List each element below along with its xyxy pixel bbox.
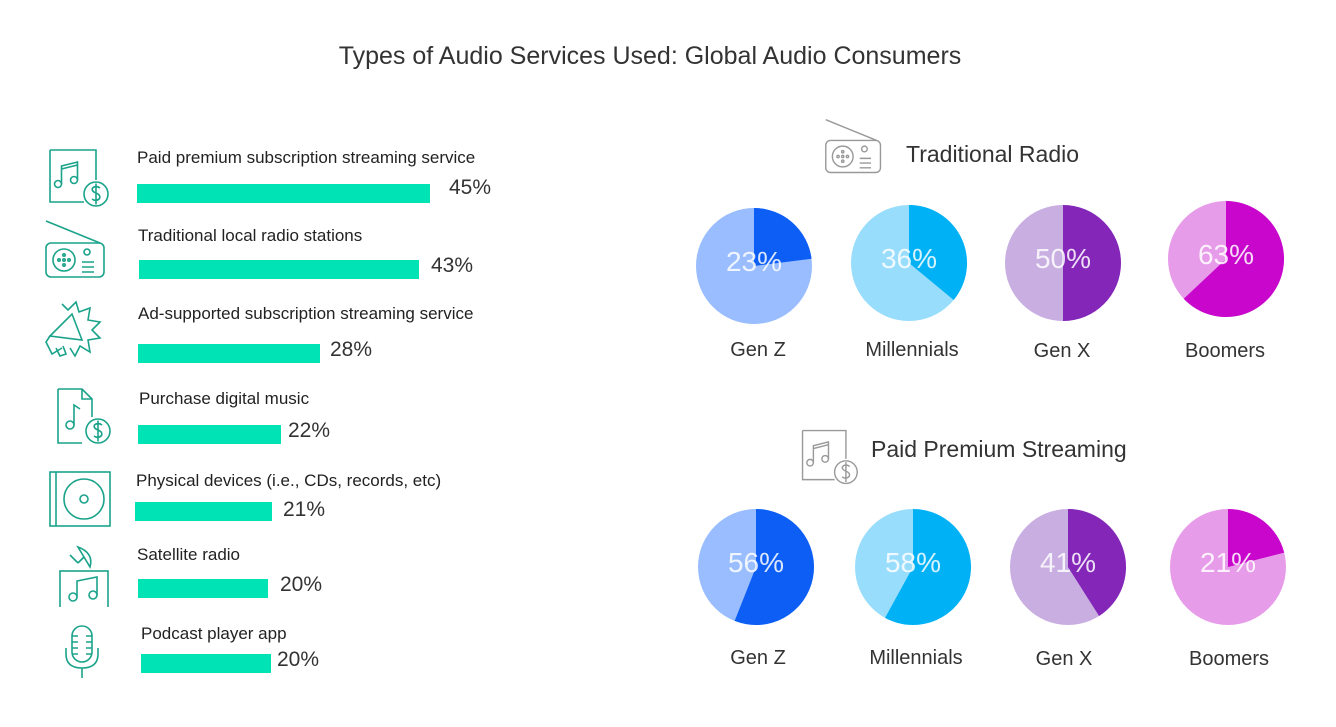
pie-value-slice xyxy=(734,509,814,625)
bar xyxy=(137,184,430,203)
bar-value-label: 45% xyxy=(449,176,492,199)
bar-value-label: 28% xyxy=(330,338,373,361)
bar-row: Traditional local radio stations 43% xyxy=(0,219,620,299)
music-file-dollar-icon xyxy=(49,149,109,207)
bar-row: Satellite radio 20% xyxy=(0,543,620,623)
pie-value-slice xyxy=(1068,509,1127,616)
pie-value-slice xyxy=(754,208,812,266)
bar-value-label: 22% xyxy=(288,419,331,442)
music-file-dollar-icon xyxy=(801,429,858,485)
bar-value-label: 20% xyxy=(277,648,320,671)
bar xyxy=(138,425,281,444)
pie-label: Gen X xyxy=(1033,340,1091,362)
microphone-icon xyxy=(65,625,99,678)
section-title: Paid Premium Streaming xyxy=(871,436,1127,462)
bar-value-label: 21% xyxy=(283,498,326,521)
pie: 63% xyxy=(1164,197,1288,321)
pie-value-slice xyxy=(1228,509,1285,567)
bar xyxy=(139,260,419,279)
cd-player-icon xyxy=(49,471,111,527)
pie: 36% xyxy=(847,201,971,325)
pie-value-slice xyxy=(909,205,967,300)
bar-row: Physical devices (i.e., CDs, records, et… xyxy=(0,468,620,548)
bar-label: Paid premium subscription streaming serv… xyxy=(137,148,476,167)
bar-label: Purchase digital music xyxy=(139,389,310,408)
pie-value-slice xyxy=(1063,205,1121,321)
radio-icon xyxy=(45,220,105,278)
radio-icon xyxy=(825,119,882,174)
pie-label: Gen Z xyxy=(730,339,786,361)
pie-label: Millennials xyxy=(865,339,959,361)
bar xyxy=(141,654,271,673)
bar xyxy=(138,579,268,598)
bar-label: Traditional local radio stations xyxy=(138,226,363,245)
bar-label: Podcast player app xyxy=(141,624,287,643)
pie-label: Boomers xyxy=(1188,648,1270,670)
pie-label: Gen Z xyxy=(730,647,786,669)
megaphone-icon xyxy=(45,300,102,358)
pie-label: Millennials xyxy=(869,647,963,669)
bar xyxy=(135,502,272,521)
chart-title: Types of Audio Services Used: Global Aud… xyxy=(338,42,962,70)
pie: 58% xyxy=(851,505,975,629)
pie: 50% xyxy=(1001,201,1125,325)
pie-label: Boomers xyxy=(1184,340,1266,362)
bar-row: Purchase digital music 22% xyxy=(0,385,620,465)
bar-value-label: 20% xyxy=(280,573,323,596)
pie: 21% xyxy=(1166,505,1290,629)
satellite-radio-icon xyxy=(59,545,109,607)
pie-label: Gen X xyxy=(1035,648,1093,670)
pie: 23% xyxy=(692,204,816,328)
bar-label: Physical devices (i.e., CDs, records, et… xyxy=(136,471,442,490)
bar-value-label: 43% xyxy=(431,254,474,277)
bar-row: Paid premium subscription streaming serv… xyxy=(0,146,620,226)
bar xyxy=(138,344,320,363)
bar-row: Ad-supported subscription streaming serv… xyxy=(0,296,620,376)
bar-row: Podcast player app 20% xyxy=(0,622,620,702)
pie-value-slice xyxy=(1183,201,1285,317)
pie: 41% xyxy=(1006,505,1130,629)
section-title: Traditional Radio xyxy=(906,141,1080,167)
pie-value-slice xyxy=(885,509,971,625)
pie: 56% xyxy=(694,505,818,629)
bar-label: Satellite radio xyxy=(137,545,241,564)
bar-label: Ad-supported subscription streaming serv… xyxy=(138,304,474,323)
digital-music-dollar-icon xyxy=(57,388,111,444)
